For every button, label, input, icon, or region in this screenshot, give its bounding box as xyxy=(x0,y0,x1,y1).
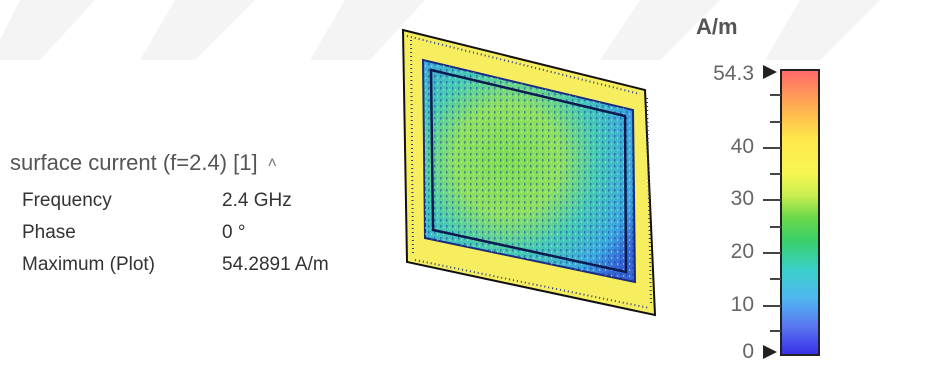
colorbar-major-tick xyxy=(763,147,781,149)
patch-outline xyxy=(429,68,628,274)
colorbar-major-tick xyxy=(763,305,781,307)
colorbar-minor-tick xyxy=(770,121,781,123)
dotted-right-edge xyxy=(646,97,652,306)
surface-current-plot[interactable] xyxy=(385,20,670,320)
frequency-label: Frequency xyxy=(22,190,112,211)
colorbar-minor-tick xyxy=(770,330,781,332)
colorbar-minor-tick xyxy=(770,278,781,280)
result-title-text: surface current (f=2.4) [1] xyxy=(10,150,258,175)
colorbar-minor-tick xyxy=(770,94,781,96)
phase-label: Phase xyxy=(22,222,76,243)
result-title: surface current (f=2.4) [1] ˄ xyxy=(10,150,277,176)
colorbar-tick-label: 40 xyxy=(730,135,754,158)
colorbar-major-tick xyxy=(763,199,781,201)
maximum-value: 54.2891 A/m xyxy=(222,254,329,275)
colorbar-tick-label: 10 xyxy=(730,293,754,316)
phase-value: 0 ° xyxy=(222,222,246,243)
dotted-top-edge xyxy=(406,35,641,95)
colorbar-minor-tick xyxy=(770,226,781,228)
colorbar-tick-label: 30 xyxy=(730,187,754,210)
colorbar-tick-label: 20 xyxy=(730,240,754,263)
max-marker-icon xyxy=(763,65,777,79)
frequency-value: 2.4 GHz xyxy=(222,190,292,211)
chevron-up-icon[interactable]: ˄ xyxy=(267,155,277,172)
colorbar-gradient xyxy=(780,69,820,356)
colorbar-unit: A/m xyxy=(696,14,738,39)
field-speckle xyxy=(423,60,635,282)
colorbar-minor-tick xyxy=(770,173,781,175)
colorbar-min-label: 0 xyxy=(742,340,754,363)
min-marker-icon xyxy=(763,345,777,359)
colorbar-major-tick xyxy=(763,252,781,254)
dotted-left-edge xyxy=(410,39,414,257)
colorbar-max-label: 54.3 xyxy=(713,62,754,85)
maximum-label: Maximum (Plot) xyxy=(22,254,156,275)
